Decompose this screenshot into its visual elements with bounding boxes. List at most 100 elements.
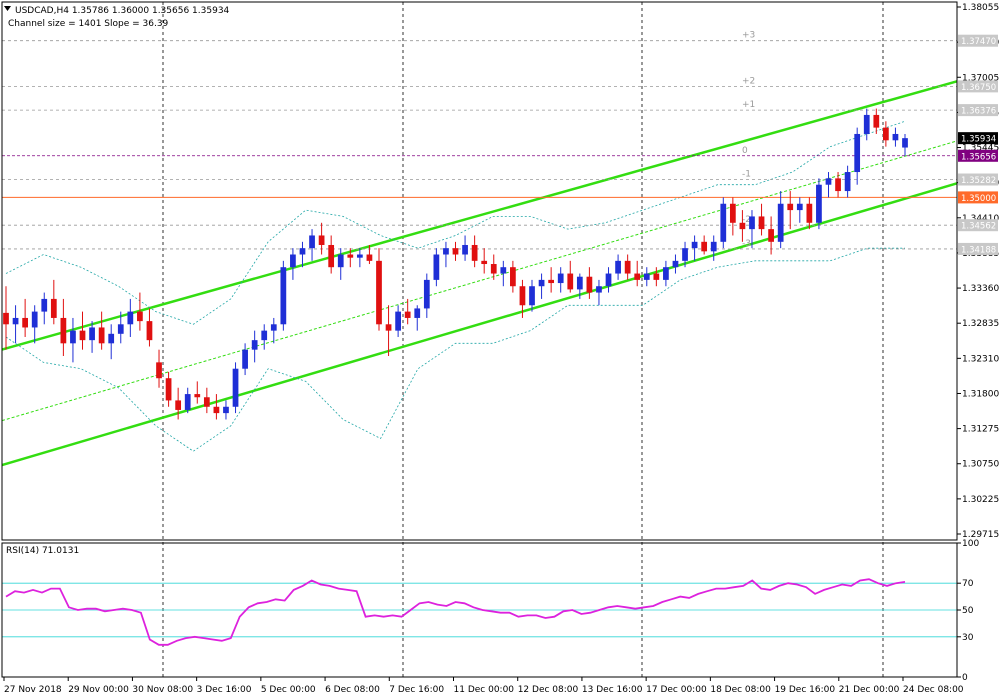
candle-body	[691, 241, 698, 249]
price-tag-label: 1.36376	[961, 107, 996, 117]
candle-body	[605, 273, 612, 287]
rsi-tick-label: 70	[962, 579, 974, 589]
candle-body	[12, 317, 19, 325]
candle-body	[146, 321, 153, 341]
candle-body	[643, 273, 650, 280]
channel-level-label: +1	[742, 100, 755, 110]
channel-info-label: Channel size = 1401 Slope = 36.39	[8, 19, 169, 29]
candle-body	[500, 267, 507, 274]
price-tag-label: 1.34562	[961, 222, 996, 232]
candle-body	[117, 324, 124, 334]
candle-body	[137, 311, 143, 322]
price-tag-label: 1.35934	[961, 135, 996, 145]
candle-body	[251, 340, 258, 350]
candle-body	[366, 254, 373, 261]
candle-body	[825, 178, 832, 185]
y-tick-label: 1.32835	[962, 319, 999, 329]
candle-body	[710, 241, 717, 252]
x-tick-label: 7 Dec 16:00	[389, 685, 444, 695]
x-tick-label: 21 Dec 00:00	[839, 685, 900, 695]
candle-body	[615, 260, 621, 274]
candle-body	[596, 286, 602, 293]
candle-body	[576, 276, 583, 290]
candle-body	[787, 203, 794, 211]
rsi-indicator	[2, 578, 957, 646]
candle-body	[347, 254, 354, 258]
price-tag-box	[958, 80, 998, 93]
candle-body	[385, 324, 392, 331]
main-pane-border	[1, 1, 958, 541]
candle-body	[270, 324, 277, 331]
rsi-tick-label: 0	[962, 673, 968, 683]
candle-body	[79, 330, 86, 341]
candle-body	[519, 286, 526, 306]
candle-body	[557, 273, 564, 284]
candle-body	[452, 248, 459, 255]
y-tick-label: 1.30750	[962, 460, 999, 470]
candle-body	[682, 248, 688, 261]
x-tick-label: 17 Dec 00:00	[646, 685, 707, 695]
candle-body	[548, 279, 555, 284]
chart-header: USDCAD,H4 1.35786 1.36000 1.35656 1.3593…	[4, 6, 230, 29]
price-tag-label: 1.35656	[961, 152, 996, 162]
candle-body	[203, 397, 210, 407]
candle-body	[22, 317, 28, 328]
candle-body	[529, 286, 535, 306]
candle-body	[816, 184, 822, 223]
candle-body	[50, 298, 57, 318]
y-tick-label: 1.31800	[962, 389, 999, 399]
y-tick-label: 1.34410	[962, 214, 999, 224]
price-tag-box	[958, 34, 998, 47]
candle-body	[404, 311, 411, 318]
candle-body	[481, 260, 488, 265]
candle-body	[175, 400, 182, 410]
x-tick-label: 6 Dec 08:00	[325, 685, 380, 695]
candle-body	[739, 222, 746, 230]
x-tick-label: 5 Dec 00:00	[261, 685, 316, 695]
candle-body	[844, 172, 851, 192]
candle-body	[213, 406, 220, 414]
x-tick-label: 18 Dec 08:00	[710, 685, 771, 695]
channel-level-label: 0	[742, 146, 748, 156]
candle-body	[395, 311, 401, 331]
candle-body	[443, 248, 449, 255]
candlestick-series	[3, 108, 908, 420]
grid-lines	[162, 2, 884, 677]
x-tick-label: 13 Dec 16:00	[582, 685, 643, 695]
candle-body	[854, 133, 861, 173]
candle-body	[232, 368, 239, 407]
x-tick-label: 27 Nov 2018	[4, 685, 62, 695]
y-tick-label: 1.31275	[962, 425, 999, 435]
collapse-triangle-icon[interactable]	[4, 6, 11, 11]
candle-body	[156, 362, 162, 379]
price-tag-box	[958, 132, 998, 145]
channel-line	[1, 80, 958, 351]
candle-body	[41, 298, 48, 312]
x-tick-label: 3 Dec 16:00	[197, 685, 252, 695]
candle-body	[242, 349, 248, 369]
candle-body	[423, 279, 430, 309]
candle-body	[892, 133, 899, 141]
y-tick-label: 1.32310	[962, 354, 999, 364]
price-tag-label: 1.36750	[961, 83, 996, 93]
candle-body	[758, 216, 765, 230]
candle-body	[184, 394, 191, 410]
candle-body	[318, 235, 325, 245]
candle-body	[376, 260, 382, 325]
candle-body	[634, 273, 641, 280]
price-level-lines: +3 +2 +1 0 -1 -2 -3	[2, 31, 957, 250]
candle-body	[31, 311, 38, 328]
channel-line	[1, 140, 958, 422]
time-axis: 27 Nov 2018 29 Nov 00:00 30 Nov 08:00 3 Dec…	[3, 677, 964, 695]
candle-body	[729, 203, 736, 223]
price-tag-box	[958, 149, 998, 162]
price-tag-box	[958, 242, 998, 255]
candle-body	[701, 241, 708, 252]
candle-body	[165, 378, 172, 401]
x-tick-label: 24 Dec 08:00	[903, 685, 964, 695]
candle-body	[777, 203, 784, 242]
price-tag-box	[958, 191, 998, 204]
candle-body	[806, 203, 813, 223]
candle-body	[299, 248, 306, 255]
